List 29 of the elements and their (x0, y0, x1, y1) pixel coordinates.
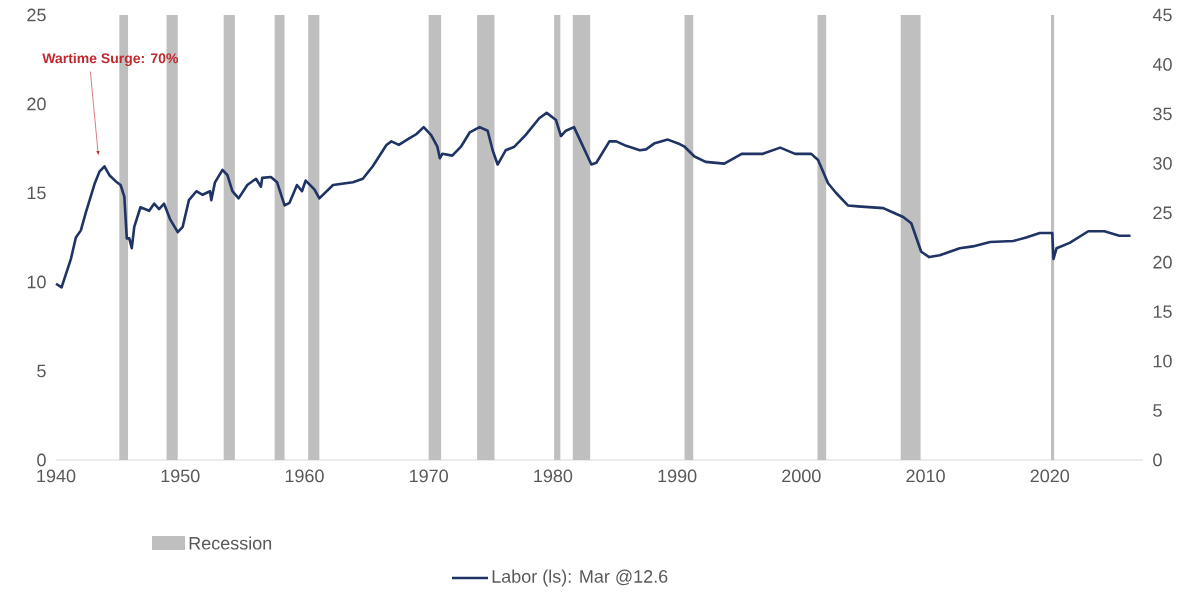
y2-tick-label: 30 (1153, 156, 1172, 170)
y-tick-label: 0 (37, 453, 46, 467)
y2-tick-label: 35 (1153, 107, 1172, 121)
y2-tick-label: 10 (1153, 354, 1172, 368)
x-tick-label: 2000 (782, 469, 821, 483)
legend-label: Recession (189, 536, 272, 550)
y2-tick-label: 5 (1153, 404, 1162, 417)
legend-label: Labor (ls): Mar @12.6 (492, 569, 668, 587)
x-tick-label: 1960 (285, 469, 324, 483)
x-tick-label: 2010 (906, 469, 945, 483)
x-tick-label: 1940 (37, 469, 76, 483)
y2-tick-label: 0 (1153, 453, 1162, 467)
y-tick-label: 20 (27, 97, 46, 111)
x-tick-label: 1950 (161, 469, 200, 483)
line-series (54, 111, 1132, 289)
y2-tick-label: 45 (1152, 8, 1172, 22)
x-tick-label: 2020 (1030, 469, 1070, 483)
x-tick-label: 1980 (534, 469, 573, 483)
y-tick-label: 15 (27, 186, 46, 200)
y2-tick-label: 15 (1153, 305, 1172, 318)
y2-tick-label: 40 (1152, 58, 1172, 71)
y2-tick-label: 20 (1153, 255, 1172, 269)
x-tick-label: 1990 (658, 469, 697, 483)
y-tick-label: 25 (27, 8, 46, 22)
y-tick-label: 5 (37, 364, 46, 378)
annotation: Wartime Surge: 70% (42, 52, 179, 67)
y-tick-label: 10 (27, 275, 46, 289)
x-tick-label: 1970 (410, 469, 448, 483)
y2-tick-label: 25 (1153, 206, 1172, 220)
